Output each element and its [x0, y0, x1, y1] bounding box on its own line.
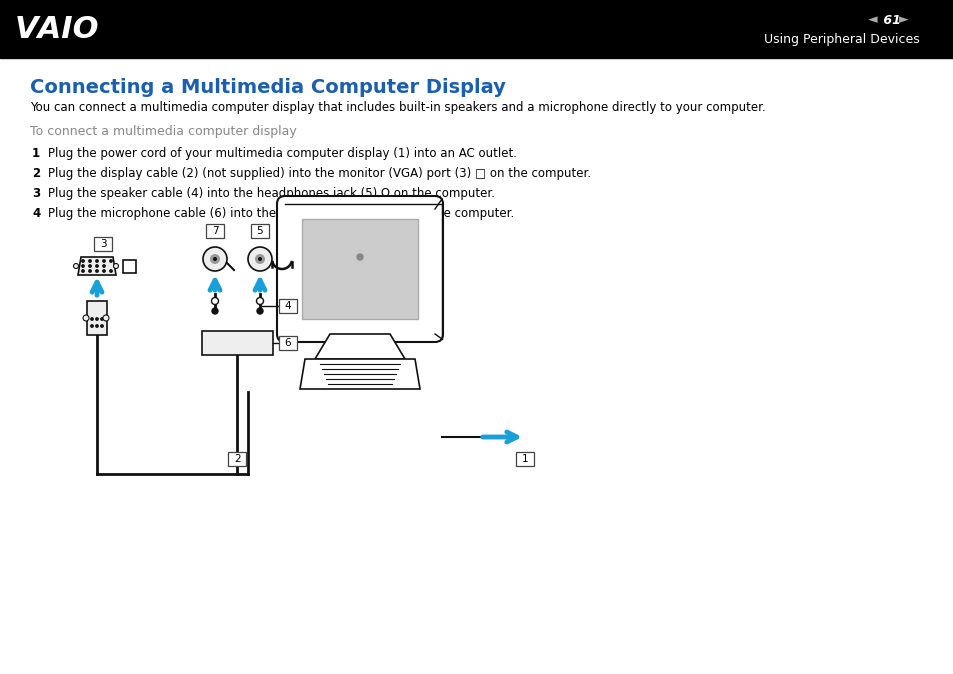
- Text: 3: 3: [99, 239, 106, 249]
- Bar: [0, 0, 953, 58]
- Circle shape: [82, 270, 84, 272]
- Circle shape: [89, 270, 91, 272]
- Circle shape: [257, 257, 262, 261]
- Text: To connect a multimedia computer display: To connect a multimedia computer display: [30, 125, 296, 138]
- FancyBboxPatch shape: [229, 452, 246, 466]
- FancyBboxPatch shape: [278, 336, 296, 350]
- Text: 61: 61: [878, 13, 904, 26]
- Text: Plug the microphone cable (6) into the microphone jack (7) ♪ on the computer.: Plug the microphone cable (6) into the m…: [48, 207, 514, 220]
- Text: 1: 1: [32, 147, 40, 160]
- Circle shape: [248, 247, 272, 271]
- Text: Plug the power cord of your multimedia computer display (1) into an AC outlet.: Plug the power cord of your multimedia c…: [48, 147, 517, 160]
- Circle shape: [103, 315, 109, 321]
- Text: You can connect a multimedia computer display that includes built-in speakers an: You can connect a multimedia computer di…: [30, 101, 765, 114]
- Text: 6: 6: [284, 338, 291, 348]
- Text: 7: 7: [212, 226, 218, 236]
- Circle shape: [254, 254, 265, 264]
- Circle shape: [95, 259, 98, 262]
- Text: 2: 2: [32, 167, 40, 180]
- Text: Plug the speaker cable (4) into the headphones jack (5) Ω on the computer.: Plug the speaker cable (4) into the head…: [48, 187, 495, 200]
- FancyBboxPatch shape: [87, 301, 107, 335]
- Circle shape: [110, 259, 112, 262]
- Circle shape: [210, 254, 220, 264]
- Circle shape: [212, 308, 218, 314]
- FancyBboxPatch shape: [278, 299, 296, 313]
- Circle shape: [113, 264, 118, 268]
- Bar: [302, 219, 417, 319]
- Circle shape: [256, 308, 263, 314]
- Circle shape: [82, 265, 84, 267]
- Polygon shape: [314, 334, 405, 359]
- Text: Connecting a Multimedia Computer Display: Connecting a Multimedia Computer Display: [30, 78, 505, 97]
- Text: 1: 1: [521, 454, 528, 464]
- Text: ◄: ◄: [867, 13, 877, 26]
- Polygon shape: [78, 257, 116, 275]
- Text: 2: 2: [233, 454, 240, 464]
- Text: 5: 5: [256, 226, 263, 236]
- Circle shape: [212, 297, 218, 305]
- Polygon shape: [299, 359, 419, 389]
- Circle shape: [82, 259, 84, 262]
- Circle shape: [101, 325, 103, 327]
- Circle shape: [356, 254, 363, 260]
- Circle shape: [256, 297, 263, 305]
- FancyBboxPatch shape: [206, 224, 224, 238]
- FancyBboxPatch shape: [516, 452, 534, 466]
- FancyBboxPatch shape: [276, 196, 442, 342]
- Circle shape: [89, 259, 91, 262]
- Circle shape: [213, 257, 216, 261]
- Text: 3: 3: [32, 187, 40, 200]
- Text: 4: 4: [32, 207, 40, 220]
- FancyBboxPatch shape: [123, 260, 136, 273]
- Circle shape: [89, 265, 91, 267]
- Circle shape: [91, 325, 93, 327]
- Circle shape: [91, 318, 93, 320]
- Text: VΑΙΟ: VΑΙΟ: [15, 15, 99, 44]
- Circle shape: [101, 318, 103, 320]
- Text: Plug the display cable (2) (not supplied) into the monitor (VGA) port (3) □ on t: Plug the display cable (2) (not supplied…: [48, 167, 591, 180]
- Circle shape: [83, 315, 89, 321]
- FancyBboxPatch shape: [202, 331, 273, 355]
- Circle shape: [203, 247, 227, 271]
- Circle shape: [95, 325, 98, 327]
- Circle shape: [73, 264, 78, 268]
- Circle shape: [95, 270, 98, 272]
- Circle shape: [95, 318, 98, 320]
- Circle shape: [110, 270, 112, 272]
- Text: Using Peripheral Devices: Using Peripheral Devices: [763, 34, 919, 47]
- Circle shape: [103, 265, 105, 267]
- FancyBboxPatch shape: [94, 237, 112, 251]
- FancyBboxPatch shape: [251, 224, 269, 238]
- Circle shape: [95, 265, 98, 267]
- Text: 4: 4: [284, 301, 291, 311]
- Circle shape: [103, 259, 105, 262]
- Text: ►: ►: [898, 13, 907, 26]
- Circle shape: [103, 270, 105, 272]
